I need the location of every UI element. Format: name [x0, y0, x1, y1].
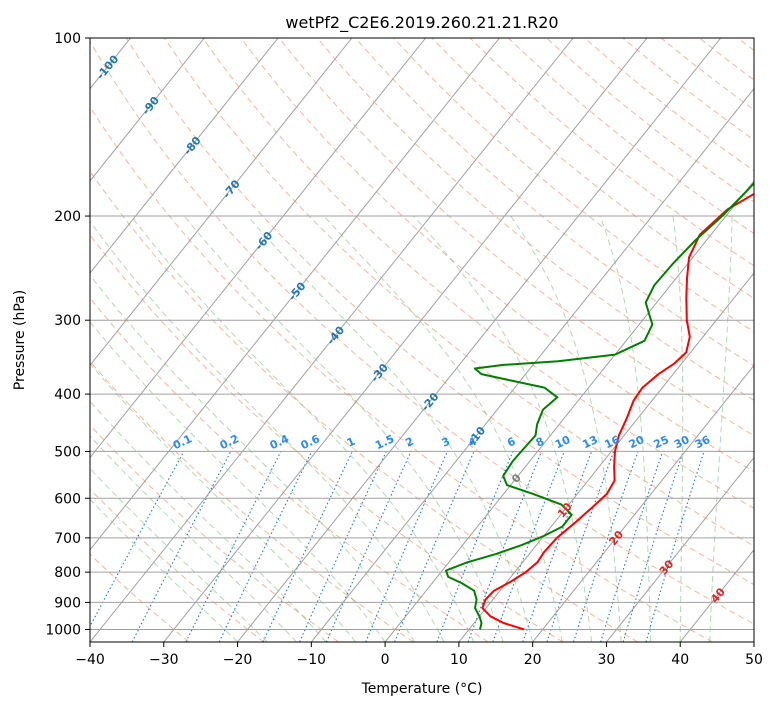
mixing-ratio-label: 13 — [580, 433, 599, 451]
mixing-ratio-line — [546, 451, 615, 642]
mixing-ratio-line — [325, 451, 412, 642]
mixing-ratio-line — [622, 451, 684, 642]
x-tick-label: 10 — [450, 652, 468, 668]
mixing-ratio-line — [436, 451, 514, 642]
mixing-ratio-line — [522, 451, 593, 642]
dry-adiabat — [355, 38, 754, 367]
x-tick-label: 50 — [745, 652, 763, 668]
y-tick-label: 100 — [54, 31, 81, 47]
moist-adiabat — [599, 215, 652, 642]
y-tick-label: 300 — [54, 313, 81, 329]
mixing-ratio-line — [299, 451, 387, 642]
temperature-profile-line — [481, 192, 754, 631]
isotherm-line — [90, 38, 427, 459]
y-tick-label: 700 — [54, 531, 81, 547]
mixing-ratio-label: 30 — [672, 433, 692, 451]
dry-adiabat — [90, 40, 754, 625]
mixing-ratio-line — [185, 451, 282, 642]
isotherm-line — [458, 272, 754, 642]
dry-adiabat — [316, 38, 754, 401]
x-tick-label: −10 — [297, 652, 327, 668]
mixing-ratio-label: 16 — [603, 433, 623, 451]
mixing-ratio-label: 25 — [652, 433, 671, 451]
mixing-ratio-label: 10 — [553, 433, 573, 451]
x-tick-label: 30 — [598, 652, 616, 668]
x-tick-label: −40 — [75, 652, 105, 668]
y-tick-label: 400 — [54, 387, 81, 403]
mixing-ratio-line — [600, 451, 664, 642]
moist-adiabat — [90, 321, 386, 642]
x-axis-label: Temperature (°C) — [361, 681, 483, 697]
x-tick-label: −30 — [149, 652, 179, 668]
isotherm-line — [606, 456, 754, 642]
y-axis-label: Pressure (hPa) — [12, 290, 28, 390]
dry-adiabat — [202, 38, 754, 510]
moist-adiabat — [90, 467, 268, 642]
moist-adiabat — [90, 220, 445, 642]
dry-adiabat — [90, 106, 713, 642]
isotherm-line — [90, 38, 574, 642]
isotherm-line — [532, 364, 754, 642]
moist-adiabat — [709, 215, 733, 642]
isotherm-line — [90, 38, 279, 274]
moist-adiabat — [247, 215, 534, 642]
isotherm-line — [90, 38, 353, 367]
y-tick-label: 600 — [54, 491, 81, 507]
plot-frame — [89, 37, 755, 643]
x-tick-label: 40 — [671, 652, 689, 668]
chart-title: wetPf2_C2E6.2019.260.21.21.R20 — [285, 13, 558, 33]
y-tick-label: 900 — [54, 595, 81, 611]
moist-adiabat — [510, 215, 622, 642]
dry-adiabat — [90, 233, 564, 642]
moist-adiabat — [130, 215, 475, 642]
y-tick-label: 800 — [54, 565, 81, 581]
x-tick-label: −20 — [223, 652, 253, 668]
dewpoint-profile-line — [445, 181, 754, 630]
dry-adiabat — [90, 553, 190, 642]
mixing-ratio-line — [572, 451, 639, 642]
x-tick-label: 20 — [524, 652, 542, 668]
mixing-ratio-line — [492, 451, 565, 642]
mixing-ratio-label: 36 — [693, 433, 713, 451]
moist-adiabat — [90, 362, 356, 642]
dry-adiabat — [393, 38, 754, 333]
x-tick-label: 0 — [381, 652, 390, 668]
moist-adiabat — [90, 435, 297, 642]
moist-adiabat — [90, 498, 238, 642]
y-tick-label: 200 — [54, 209, 81, 225]
isotherm-line — [237, 38, 722, 642]
isotherm-line — [90, 38, 500, 551]
mixing-ratio-line — [365, 451, 448, 642]
isotherm-line — [384, 180, 754, 642]
mixing-ratio-line — [90, 451, 185, 628]
dry-adiabat — [125, 38, 754, 586]
moist-adiabat — [323, 215, 563, 642]
y-tick-label: 500 — [54, 444, 81, 460]
dry-adiabat — [90, 424, 339, 642]
moist-adiabat — [90, 400, 327, 642]
mixing-ratio-label: 20 — [627, 433, 647, 451]
moist-adiabat — [90, 274, 416, 642]
y-tick-label: 1000 — [45, 622, 81, 638]
dry-adiabat — [90, 297, 489, 642]
moist-adiabat — [183, 215, 504, 642]
dry-adiabat — [278, 38, 754, 437]
moist-adiabat — [672, 215, 684, 642]
isotherm-line — [163, 38, 648, 642]
mixing-ratio-line — [467, 451, 543, 642]
dry-adiabat — [90, 170, 639, 642]
isotherm-line — [310, 87, 754, 642]
dry-adiabat — [163, 38, 754, 547]
isotherm-line — [90, 38, 205, 182]
